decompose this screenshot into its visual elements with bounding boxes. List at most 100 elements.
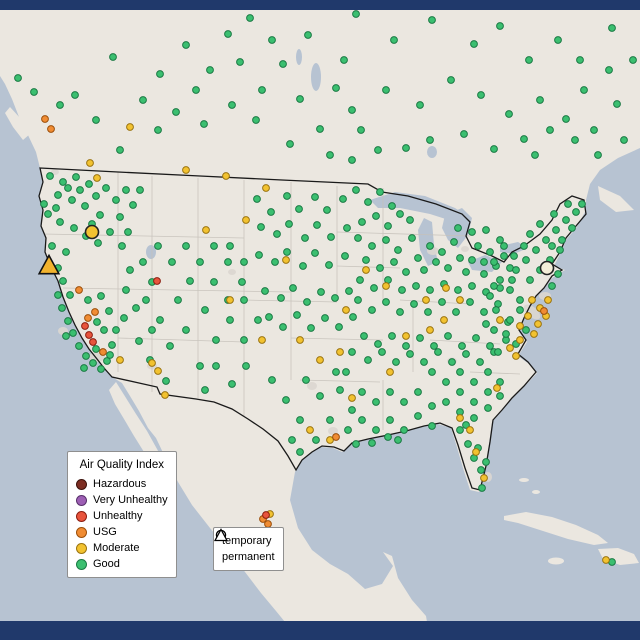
station-good [96,211,104,219]
station-good [546,126,554,134]
bahamas [532,490,540,494]
station-good [447,76,455,84]
station-good [420,266,428,274]
station-good [406,350,414,358]
station-good [236,58,244,66]
aqi-legend-label: Unhealthy [93,510,143,522]
station-good [296,416,304,424]
station-unhealthy [81,322,89,330]
station-good [558,236,566,244]
station-good [62,332,70,340]
station-good [456,368,464,376]
station-good [376,264,384,272]
station-good [532,246,540,254]
legend-item-temporary: temporary [215,529,275,549]
station-good [273,230,281,238]
station-good [344,426,352,434]
station-good [470,378,478,386]
station-moderate [296,336,304,344]
station-good [613,100,621,108]
station-good [154,126,162,134]
station-good [182,326,190,334]
station-good [428,402,436,410]
station-good [212,336,220,344]
station-good [556,246,564,254]
station-good [226,242,234,250]
station-good [109,53,117,61]
station-good [490,326,498,334]
station-good [550,210,558,218]
station-good [484,368,492,376]
station-good [307,324,315,332]
station-good [470,398,478,406]
station-good [122,286,130,294]
station-moderate [126,123,134,131]
station-good [525,56,533,64]
station-good [480,258,488,266]
station-good [480,308,488,316]
station-good [279,60,287,68]
station-good [72,173,80,181]
station-moderate [362,266,370,274]
station-good [456,388,464,396]
station-good [283,248,291,256]
station-good [412,282,420,290]
station-moderate [154,367,162,375]
station-good [129,201,137,209]
station-good [340,56,348,64]
station-good [500,252,508,260]
station-good [564,200,572,208]
station-good [257,223,265,231]
station-good [531,151,539,159]
station-good [112,326,120,334]
legend-label-permanent: permanent [222,551,275,563]
station-good [486,292,494,300]
station-good [442,398,450,406]
station-good [456,254,464,262]
station-good [124,228,132,236]
station-good [283,192,291,200]
station-good [554,270,562,278]
station-good [476,358,484,366]
station-usg [47,125,55,133]
station-good [536,220,544,228]
station-good [84,296,92,304]
station-moderate [93,174,101,182]
station-good [374,146,382,154]
station-good [339,195,347,203]
station-good [568,224,576,232]
station-good [480,270,488,278]
station-good [331,294,339,302]
station-good [313,221,321,229]
station-moderate [258,336,266,344]
station-good [478,484,486,492]
station-good [246,14,254,22]
station-good [354,296,362,304]
aqi-legend-label: Good [93,558,120,570]
station-good [335,323,343,331]
station-good [526,276,534,284]
station-good [82,352,90,360]
station-good [89,359,97,367]
station-usg [75,286,83,294]
vancouver-island [5,107,30,140]
station-good [92,192,100,200]
aqi-legend-item-hazardous: Hazardous [76,476,168,492]
station-good [448,358,456,366]
station-good [192,86,200,94]
station-moderate [544,296,552,304]
station-good [120,314,128,322]
station-good [390,258,398,266]
station-good [238,278,246,286]
station-good [605,66,613,74]
station-good [58,304,66,312]
station-good [76,186,84,194]
station-good [394,246,402,254]
station-moderate [342,306,350,314]
station-good [196,362,204,370]
station-good [502,330,510,338]
station-good [382,236,390,244]
station-good [362,256,370,264]
station-good [562,115,570,123]
station-good [472,334,480,342]
